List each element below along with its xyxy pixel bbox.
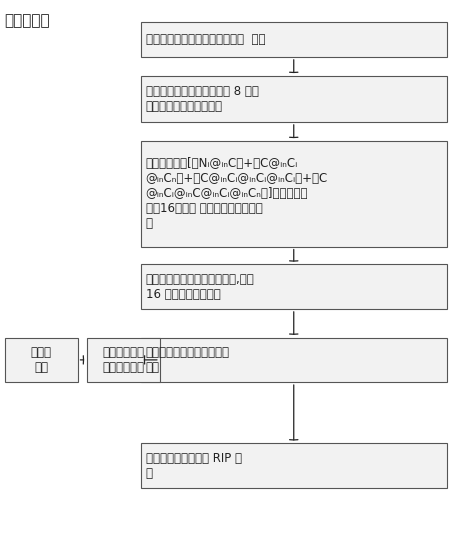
Text: 连续调
图像: 连续调 图像 — [31, 346, 52, 374]
Text: 加密流程图: 加密流程图 — [5, 14, 50, 29]
Text: 通过位扩展和[（Nᵢ@ᵢₙC）+（C@ᵢₙCᵢ
@ᵢₙCₙ）+（C@ᵢₙCᵢ@ᵢₙCᵢ@ᵢₙCᵢ）+（C
@ᵢₙCᵢ@ᵢₙC@ᵢₙCᵢ@ᵢₙCₙ）]加密运算，
: 通过位扩展和[（Nᵢ@ᵢₙC）+（C@ᵢₙCᵢ @ᵢₙCₙ）+（C@ᵢₙCᵢ@ᵢ… — [146, 157, 328, 230]
Text: 原始防伪信息（图像、文字、商  标）: 原始防伪信息（图像、文字、商 标） — [146, 33, 265, 46]
FancyBboxPatch shape — [141, 22, 446, 57]
Text: 循环查表法调制调幅网点的
形状: 循环查表法调制调幅网点的 形状 — [146, 346, 230, 374]
Text: 防伪信息数字化处理，生成 8 位一
组的二进制防伪信息表。: 防伪信息数字化处理，生成 8 位一 组的二进制防伪信息表。 — [146, 85, 258, 113]
FancyBboxPatch shape — [87, 338, 160, 382]
FancyBboxPatch shape — [141, 264, 446, 309]
FancyBboxPatch shape — [5, 338, 78, 382]
FancyBboxPatch shape — [141, 76, 446, 122]
Text: 二进制加密防伪信息信道编码,生成
16 位二进制调制信号: 二进制加密防伪信息信道编码,生成 16 位二进制调制信号 — [146, 273, 254, 301]
FancyBboxPatch shape — [141, 338, 446, 382]
Text: 输出嵌入防伪信息的 RIP 文
件: 输出嵌入防伪信息的 RIP 文 件 — [146, 451, 242, 480]
FancyBboxPatch shape — [141, 141, 446, 247]
FancyBboxPatch shape — [141, 443, 446, 488]
Text: 图像栅格化处
理、混合加网: 图像栅格化处 理、混合加网 — [102, 346, 144, 374]
